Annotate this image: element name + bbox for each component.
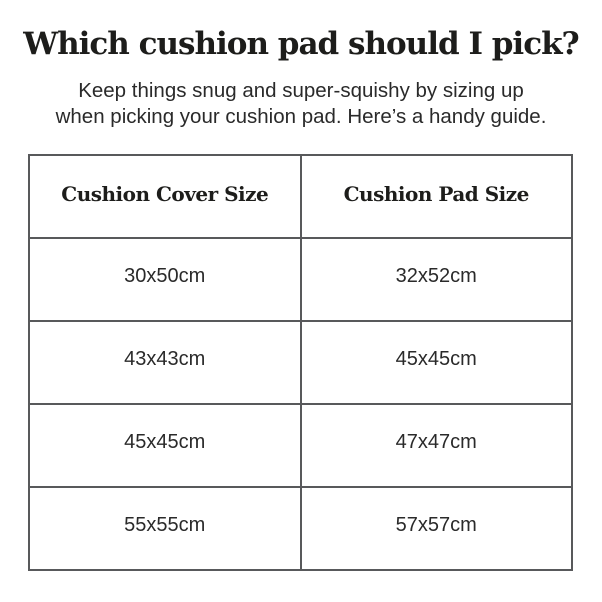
column-header-cover-size: Cushion Cover Size	[28, 154, 302, 239]
pad-size-value: 47x47cm	[299, 403, 573, 488]
table-row: 45x45cm 47x47cm	[28, 403, 573, 488]
pad-size-value: 32x52cm	[299, 237, 573, 322]
cover-size-value: 45x45cm	[28, 403, 302, 488]
pad-size-value: 57x57cm	[299, 486, 573, 571]
cover-size-value: 43x43cm	[28, 320, 302, 405]
subtitle-line-2: when picking your cushion pad. Here’s a …	[55, 105, 547, 128]
size-guide-table: Cushion Cover Size Cushion Pad Size 30x5…	[28, 154, 573, 571]
cover-size-value: 30x50cm	[28, 237, 302, 322]
cover-size-value: 55x55cm	[28, 486, 302, 571]
page-title: Which cushion pad should I pick?	[23, 26, 579, 62]
page-subtitle: Keep things snug and super-squishy by si…	[0, 78, 602, 130]
subtitle-line-1: Keep things snug and super-squishy by si…	[78, 79, 524, 102]
table-row: 30x50cm 32x52cm	[28, 237, 573, 322]
table-row: 43x43cm 45x45cm	[28, 320, 573, 405]
pad-size-value: 45x45cm	[299, 320, 573, 405]
table-row: 55x55cm 57x57cm	[28, 486, 573, 571]
table-header-row: Cushion Cover Size Cushion Pad Size	[28, 154, 573, 239]
column-header-pad-size: Cushion Pad Size	[299, 154, 573, 239]
